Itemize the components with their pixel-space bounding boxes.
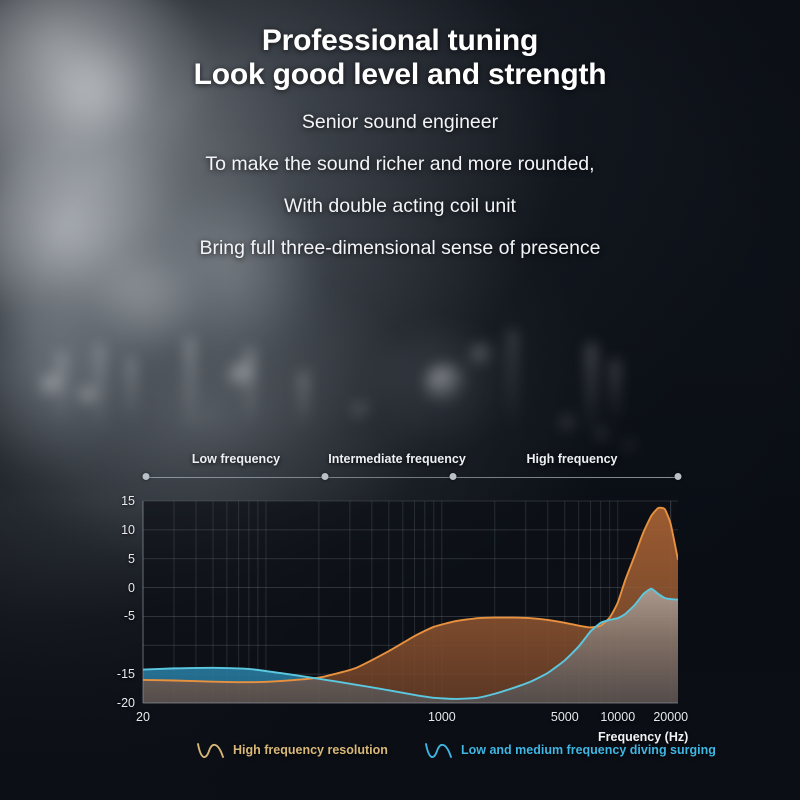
sine-wave-icon	[197, 743, 224, 758]
y-tick-15: 15	[121, 494, 135, 508]
sine-wave-icon	[425, 743, 452, 758]
y-tick--20: -20	[116, 696, 135, 710]
band-dot-1	[321, 473, 329, 480]
body-line-4: Bring full three-dimensional sense of pr…	[199, 237, 601, 259]
band-label-0: Low frequency	[191, 452, 281, 466]
band-dot-3	[674, 473, 682, 480]
y-tick-0: 0	[128, 580, 135, 595]
legend-label-1: Low and medium frequency diving surging	[461, 743, 716, 757]
legend-label-0: High frequency resolution	[233, 743, 388, 757]
x-tick-10000: 10000	[600, 710, 636, 724]
band-dot-0	[142, 473, 150, 480]
chart-plot-svg	[142, 500, 678, 704]
band-dot-2	[449, 473, 457, 480]
y-tick-5: 5	[128, 551, 135, 566]
body-line-3: With double acting coil unit	[284, 195, 516, 217]
x-tick-20000: 20000	[653, 710, 689, 724]
series-low-medium-frequency-line	[143, 587, 678, 700]
legend-item-0: High frequency resolution	[196, 740, 388, 760]
legend-item-1: Low and medium frequency diving surging	[424, 740, 716, 760]
band-axis-line	[146, 477, 678, 478]
y-tick--5: -5	[123, 609, 135, 624]
chart-legend: High frequency resolution Low and medium …	[0, 736, 800, 766]
x-tick-20: 20	[136, 710, 150, 724]
series-overlap-area	[143, 588, 678, 683]
body-line-2: To make the sound richer and more rounde…	[205, 153, 595, 175]
x-tick-5000: 5000	[550, 710, 579, 724]
band-label-2: High frequency	[526, 452, 618, 466]
x-tick-1000: 1000	[427, 710, 456, 724]
frequency-band-strip: Low frequency Intermediate frequency High …	[0, 452, 800, 486]
y-axis-tick-labels: 15 10 5 0 -5 -15 -20	[97, 488, 135, 738]
y-tick-10: 10	[121, 522, 135, 537]
frequency-response-chart: 15 10 5 0 -5 -15 -20 20 1000 5000 10000 20000 Freq…	[0, 488, 800, 744]
headline-line-1: Professional tuning	[261, 24, 539, 57]
x-axis-title: Frequency (Hz)	[598, 730, 689, 744]
body-line-1: Senior sound engineer	[301, 111, 499, 133]
headline-line-2: Look good level and strength	[193, 58, 607, 91]
hero-copy: Professional tuning Look good level and …	[0, 0, 800, 260]
series-high-frequency-area	[143, 507, 678, 703]
band-label-1: Intermediate frequency	[328, 452, 466, 466]
y-tick--15: -15	[116, 667, 135, 682]
